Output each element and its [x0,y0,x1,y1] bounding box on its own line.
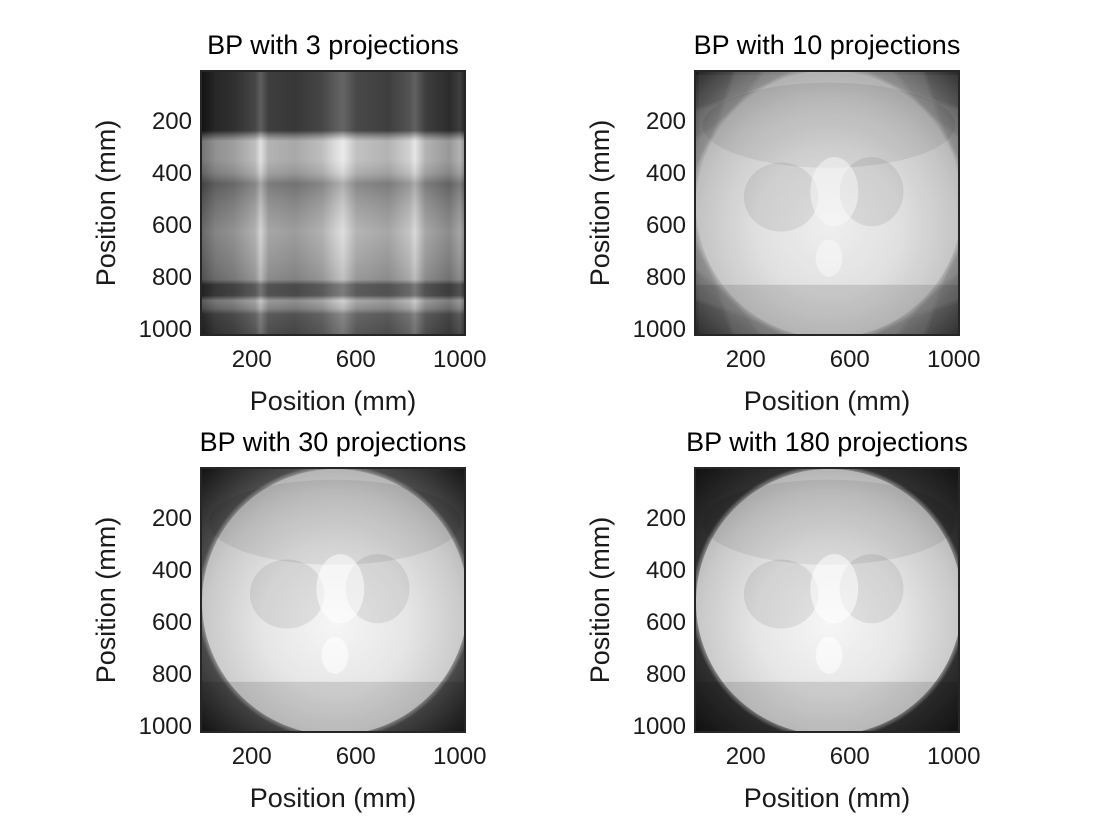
subplot-title: BP with 180 projections [634,427,1020,458]
y-tick-label: 800 [606,264,686,292]
y-axis-label: Position (mm) [91,480,123,720]
y-tick-label: 1000 [606,713,686,741]
bright-lower-spot [322,637,349,674]
y-tick-label: 1000 [112,316,192,344]
y-tick-label: 600 [112,212,192,240]
x-tick-label: 1000 [420,743,500,771]
x-tick-label: 1000 [914,346,994,374]
horizontal-highlights [202,72,466,336]
image-axes [694,467,960,733]
y-tick-label: 400 [606,160,686,188]
x-tick-label: 200 [706,346,786,374]
y-tick-label: 200 [112,505,192,533]
y-axis-label: Position (mm) [585,83,617,323]
y-tick-label: 400 [606,557,686,585]
y-tick-label: 200 [606,108,686,136]
image-axes [694,70,960,336]
y-tick-label: 600 [112,609,192,637]
y-tick-label: 600 [606,212,686,240]
backprojection-image [696,72,960,336]
lower-band [202,682,466,733]
y-tick-label: 400 [112,160,192,188]
x-axis-label: Position (mm) [654,783,1000,814]
y-tick-label: 200 [112,108,192,136]
x-axis-label: Position (mm) [160,386,506,417]
x-tick-label: 600 [316,743,396,771]
y-tick-label: 600 [606,609,686,637]
left-lobe [744,559,818,628]
subplot-title: BP with 3 projections [140,30,526,61]
y-tick-label: 1000 [606,316,686,344]
image-axes [200,70,466,336]
upper-region [703,480,956,565]
y-tick-label: 1000 [112,713,192,741]
x-tick-label: 600 [810,346,890,374]
bright-center [316,554,364,623]
x-tick-label: 600 [810,743,890,771]
bright-lower-spot [816,637,843,674]
x-tick-label: 200 [706,743,786,771]
backprojection-image [202,469,466,733]
y-tick-label: 200 [606,505,686,533]
y-tick-label: 800 [606,661,686,689]
x-tick-label: 600 [316,346,396,374]
x-tick-label: 1000 [420,346,500,374]
x-tick-label: 200 [212,743,292,771]
x-axis-label: Position (mm) [654,386,1000,417]
subplot-title: BP with 30 projections [140,427,526,458]
y-tick-label: 400 [112,557,192,585]
x-tick-label: 200 [212,346,292,374]
bright-center [810,554,858,623]
x-tick-label: 1000 [914,743,994,771]
y-axis-label: Position (mm) [91,83,123,323]
subplot-title: BP with 10 projections [634,30,1020,61]
backprojection-image [696,469,960,733]
y-tick-label: 800 [112,661,192,689]
backprojection-image [202,72,466,336]
upper-region [209,480,462,565]
image-axes [200,467,466,733]
y-axis-label: Position (mm) [585,480,617,720]
lower-band [696,682,960,733]
noise-overlay [696,72,960,336]
x-axis-label: Position (mm) [160,783,506,814]
y-tick-label: 800 [112,264,192,292]
left-lobe [250,559,324,628]
